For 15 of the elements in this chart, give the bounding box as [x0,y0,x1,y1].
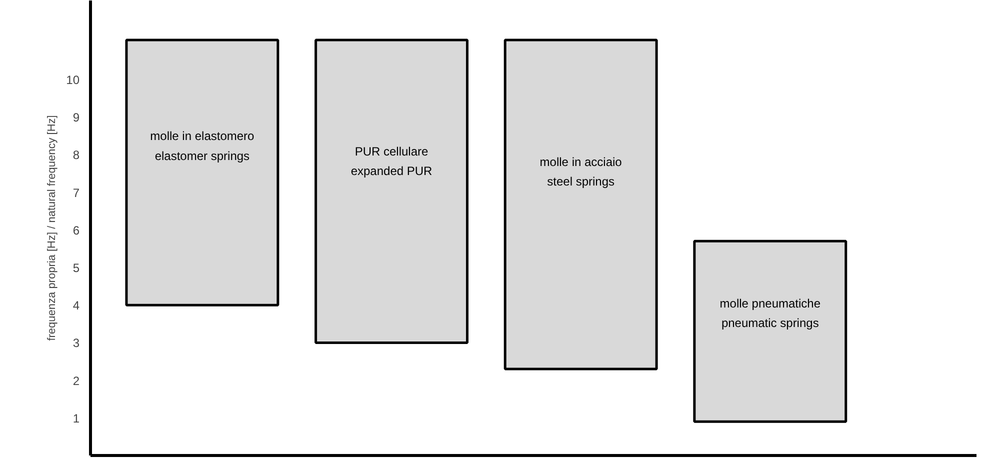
y-tick-label: 2 [72,374,80,388]
x-tick-label: molle pneumatiche pneumatic springs [720,296,821,330]
y-tick-label: 5 [72,260,80,275]
y-tick-label: 9 [72,110,80,125]
y-tick-label: 4 [72,298,80,313]
y-tick-label: 3 [72,336,80,350]
x-tick-label: PUR cellulare expanded PUR [350,144,433,178]
y-tick-label: 8 [72,148,80,162]
x-tick-label: molle in elastomero elastomer springs [150,129,255,163]
y-tick-label: 1 [72,411,80,426]
y-tick-label: 7 [72,186,80,200]
y-axis-title: frequenza propria [Hz] / natural frequency [Hz] [46,115,58,341]
y-tick-label: 10 [66,72,80,87]
y-tick-label: 6 [72,223,80,238]
x-tick-label: molle in acciaio steel springs [540,154,622,188]
